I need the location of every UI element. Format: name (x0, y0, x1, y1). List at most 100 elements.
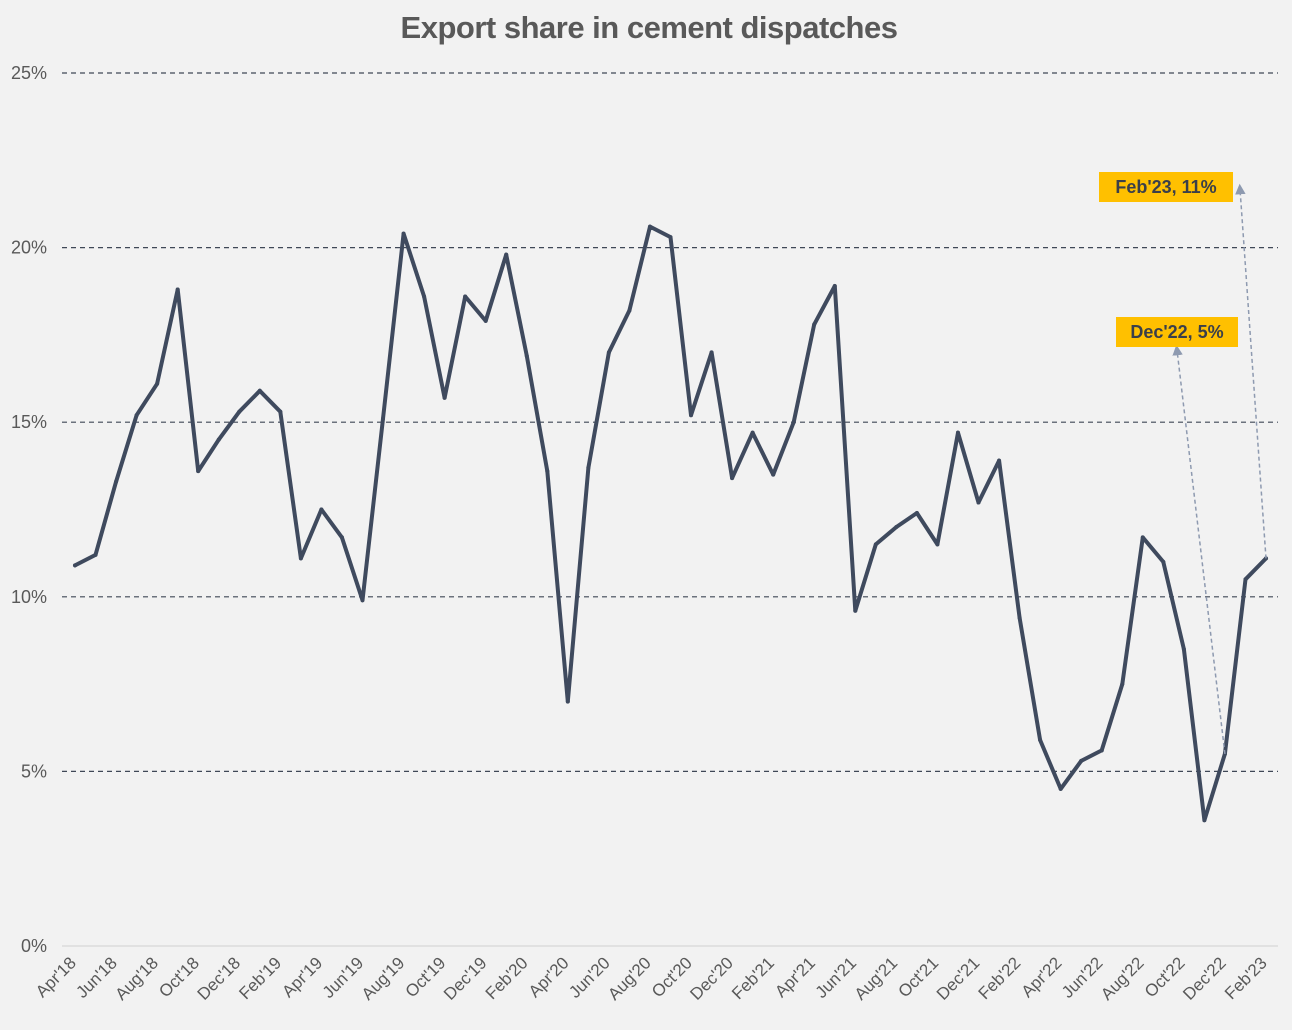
annotation-label: Dec'22, 5% (1130, 322, 1223, 342)
gridlines (62, 72, 1278, 773)
data-point (1038, 737, 1043, 742)
annotations: Feb'23, 11% Dec'22, 5% (1099, 172, 1267, 755)
data-point (73, 563, 77, 568)
chart-title: Export share in cement dispatches (401, 10, 898, 45)
data-point (955, 430, 960, 435)
x-tick-label: Feb'21 (728, 953, 778, 1003)
x-tick-label: Aug'20 (604, 953, 654, 1003)
data-point (771, 472, 776, 477)
y-tick-label: 10% (11, 587, 47, 607)
data-point (689, 413, 694, 418)
data-point (524, 353, 529, 358)
data-point (606, 350, 611, 355)
data-point (442, 395, 447, 400)
data-point (668, 235, 673, 240)
y-axis-tick-labels: 0% 5% 10% 15% 20% 25% (11, 63, 47, 956)
data-point (812, 322, 817, 327)
data-point (155, 381, 160, 386)
x-tick-label: Jun'21 (812, 953, 860, 1001)
x-tick-label: Dec'22 (1179, 953, 1229, 1003)
x-tick-label: Feb'20 (482, 953, 532, 1003)
data-point (483, 318, 488, 323)
data-point (360, 598, 365, 603)
series-group (73, 224, 1268, 823)
data-point (93, 552, 98, 557)
data-point (565, 699, 570, 704)
x-tick-label: Dec'20 (686, 953, 736, 1003)
data-point (545, 469, 550, 474)
data-point (750, 430, 755, 435)
data-point (894, 524, 899, 529)
data-point (709, 350, 714, 355)
data-point (339, 535, 344, 540)
x-tick-label: Apr'21 (771, 953, 819, 1001)
x-tick-label: Feb'23 (1221, 953, 1271, 1003)
data-point (257, 388, 262, 393)
x-tick-label: Jun'20 (565, 953, 613, 1001)
x-tick-label: Apr'20 (525, 953, 573, 1001)
x-axis-tick-labels: Apr'18Jun'18Aug'18Oct'18Dec'18Feb'19Apr'… (32, 953, 1271, 1003)
series-line (73, 224, 1268, 823)
data-point (504, 252, 509, 257)
x-tick-label: Apr'22 (1018, 953, 1066, 1001)
data-point (914, 510, 919, 515)
x-tick-label: Feb'22 (975, 953, 1025, 1003)
x-tick-label: Aug'22 (1097, 953, 1147, 1003)
data-point (1202, 818, 1207, 823)
x-tick-label: Dec'19 (440, 953, 490, 1003)
y-tick-label: 0% (21, 936, 47, 956)
y-tick-label: 5% (21, 761, 47, 781)
data-point (935, 542, 940, 547)
data-point (627, 308, 632, 313)
x-tick-label: Jun'22 (1058, 953, 1106, 1001)
data-point (873, 542, 878, 547)
data-point (278, 409, 283, 414)
annotation-box (1099, 172, 1233, 202)
x-tick-label: Jun'19 (319, 953, 367, 1001)
annotation-arrow (1235, 183, 1267, 559)
annotation-label: Feb'23, 11% (1115, 177, 1216, 197)
data-point (463, 294, 468, 299)
data-point (175, 287, 180, 292)
x-tick-label: Dec'18 (194, 953, 244, 1003)
data-point (422, 294, 427, 299)
y-tick-label: 25% (11, 63, 47, 83)
annotation-box (1116, 317, 1238, 347)
data-point (114, 479, 119, 484)
data-point (1140, 535, 1145, 540)
x-tick-label: Aug'21 (851, 953, 901, 1003)
data-point (1017, 615, 1022, 620)
data-point (647, 224, 652, 229)
data-point (216, 437, 221, 442)
data-point (586, 465, 591, 470)
data-point (1058, 786, 1063, 791)
data-point (298, 556, 303, 561)
data-point (791, 420, 796, 425)
data-point (832, 284, 837, 289)
data-point (730, 476, 735, 481)
data-point (401, 231, 406, 236)
data-point (1243, 577, 1248, 582)
annotation-arrow (1172, 344, 1226, 755)
data-point (997, 458, 1002, 463)
y-tick-label: 20% (11, 238, 47, 258)
x-tick-label: Dec'21 (933, 953, 983, 1003)
data-point (1120, 682, 1125, 687)
x-tick-label: Feb'19 (235, 953, 285, 1003)
x-tick-label: Jun'18 (72, 953, 120, 1001)
y-tick-label: 15% (11, 412, 47, 432)
x-tick-label: Aug'18 (111, 953, 161, 1003)
data-point (1161, 559, 1166, 564)
data-point (853, 608, 858, 613)
x-tick-label: Apr'19 (278, 953, 326, 1001)
x-tick-label: Apr'18 (32, 953, 80, 1001)
data-point (1079, 758, 1084, 763)
data-point (1099, 748, 1104, 753)
data-point (319, 507, 324, 512)
data-point (134, 413, 139, 418)
data-point (237, 409, 242, 414)
x-tick-label: Aug'19 (358, 953, 408, 1003)
data-point (976, 500, 981, 505)
data-point (196, 469, 201, 474)
